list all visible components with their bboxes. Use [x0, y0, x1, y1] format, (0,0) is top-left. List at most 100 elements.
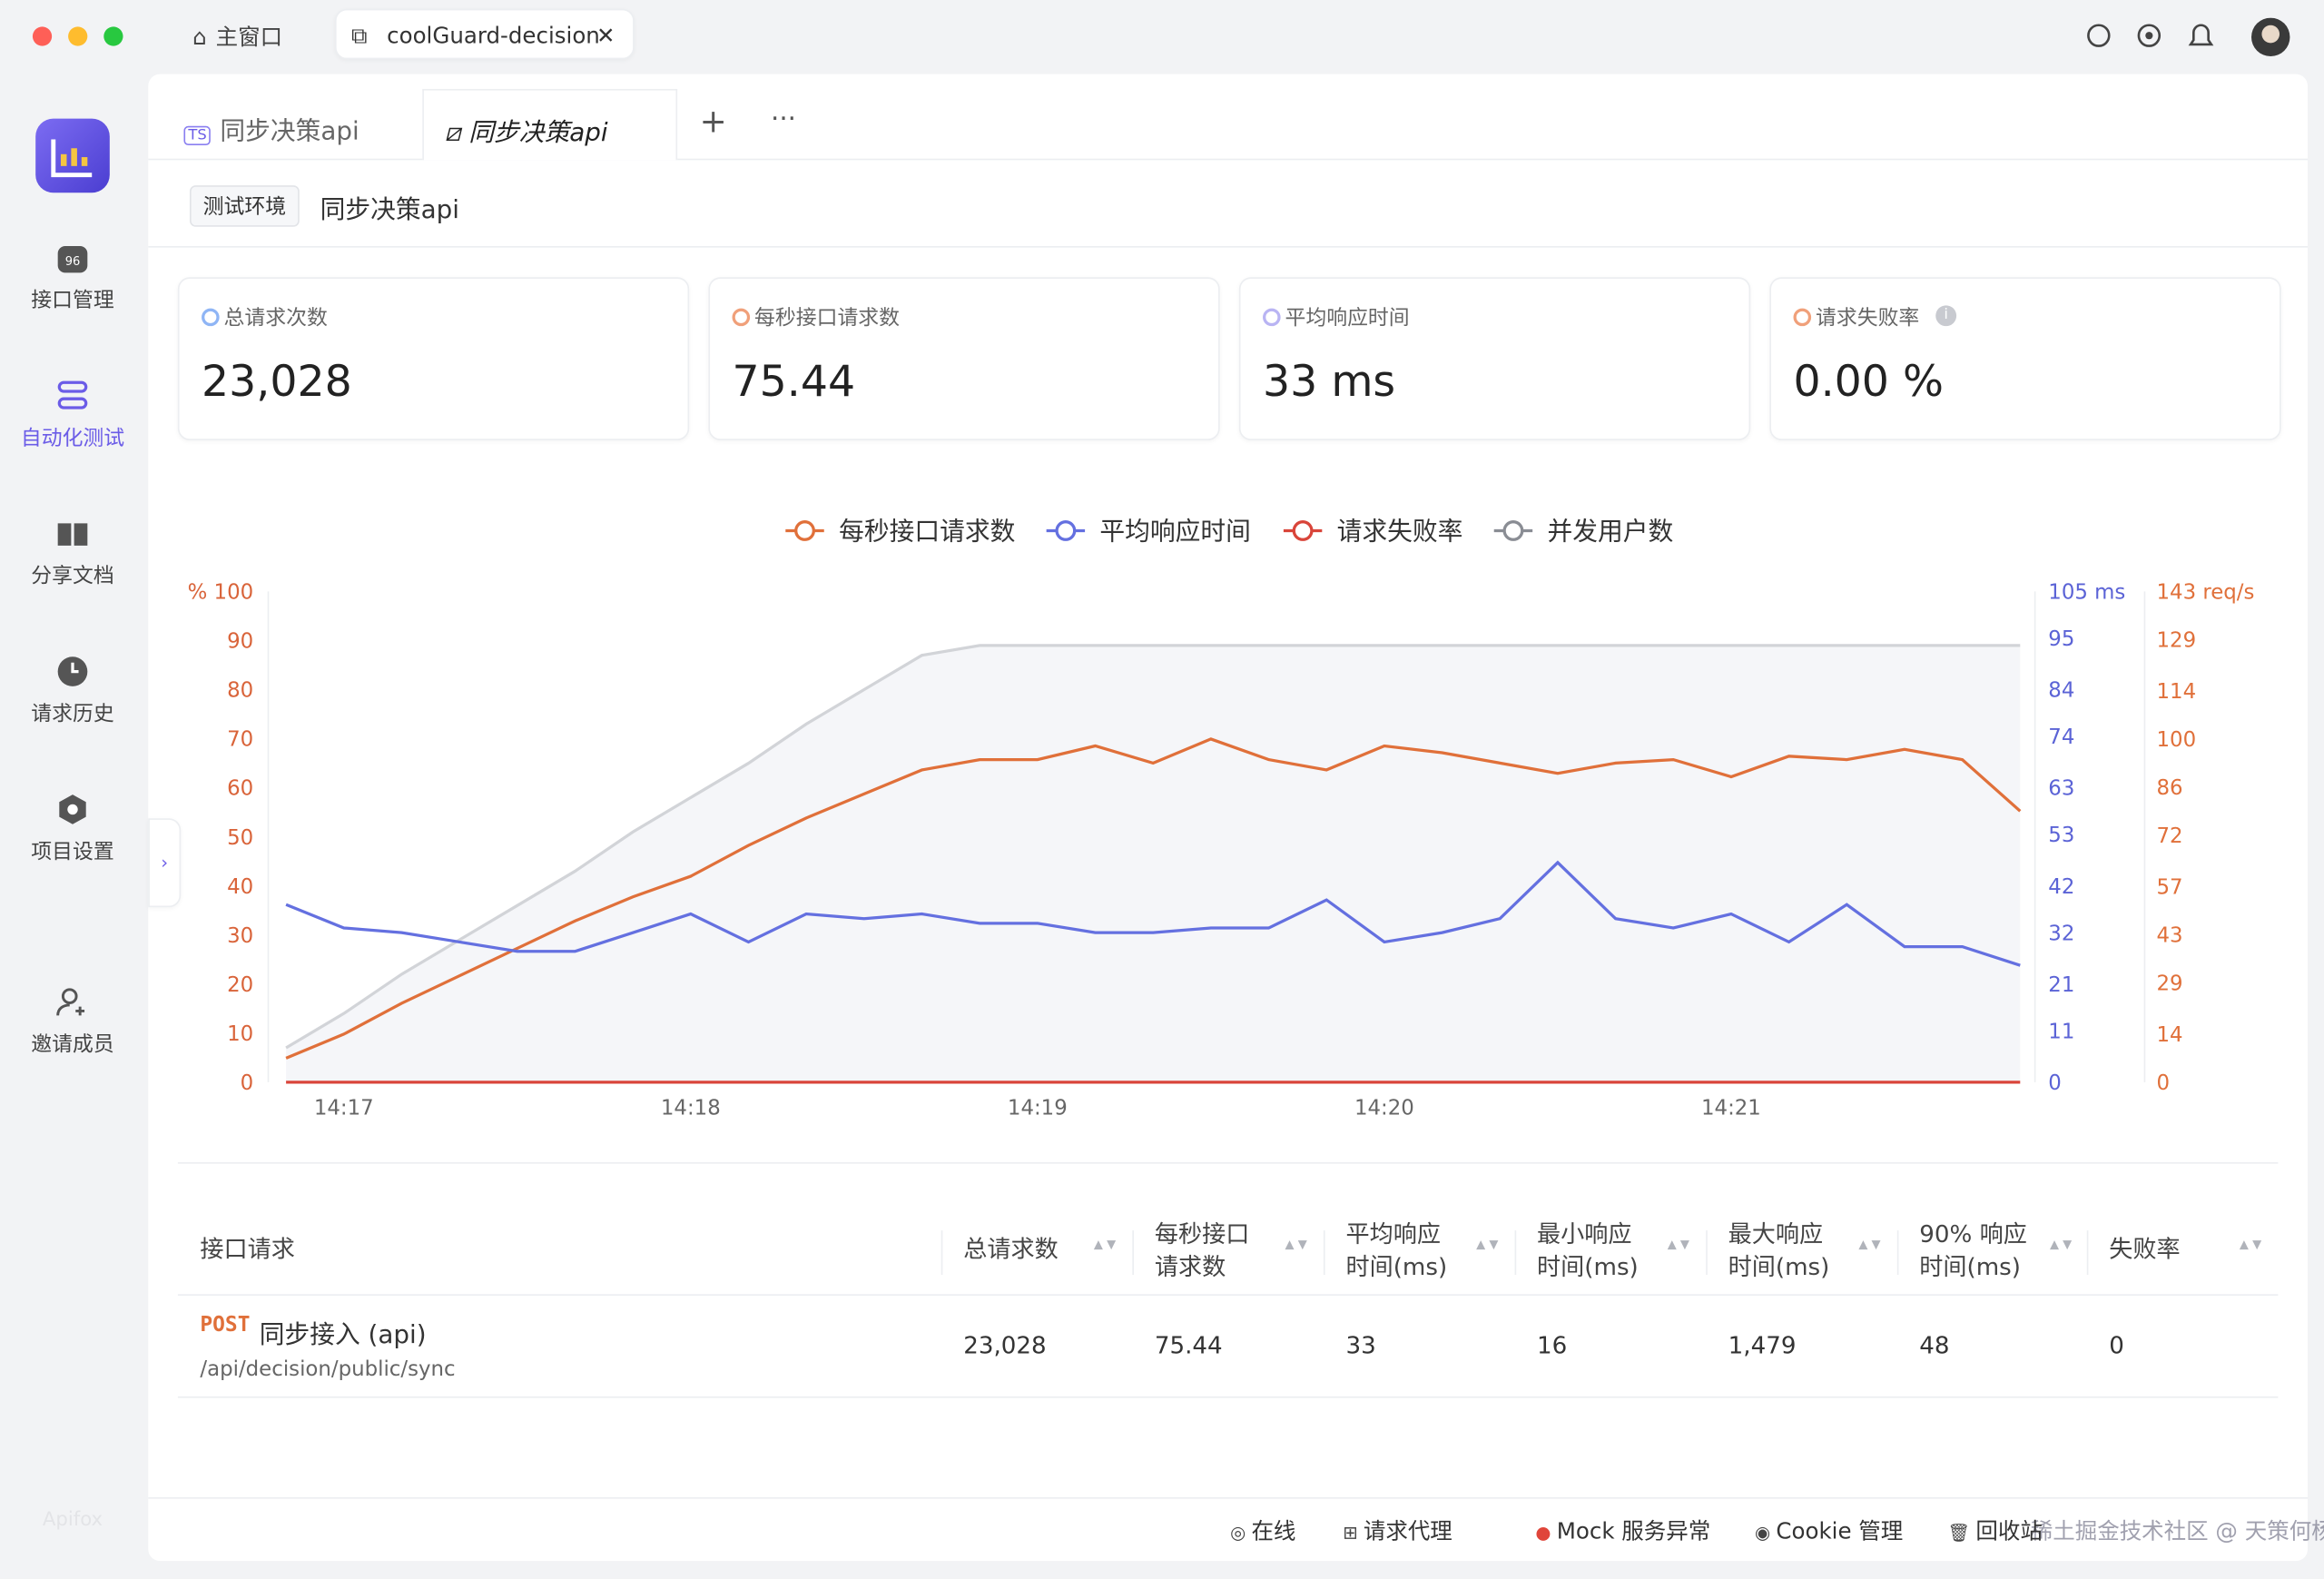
tick-label: 105 ms	[2048, 581, 2125, 605]
footer-label: Mock 服务异常	[1556, 1517, 1711, 1545]
tick-label: 29	[2157, 972, 2183, 995]
window-tab-active[interactable]: coolGuard-decision ✕ ⧉	[334, 8, 635, 60]
legend-label: 每秒接口请求数	[839, 516, 1015, 546]
tick-label: 30	[227, 924, 253, 948]
table-cell: 33	[1345, 1331, 1376, 1360]
tick-label: 0	[2048, 1071, 2062, 1095]
series-line	[285, 860, 2021, 967]
table-header: 最大响应 时间(ms)	[1728, 1219, 1830, 1281]
column-separator	[1323, 1230, 1325, 1276]
column-separator	[1706, 1230, 1708, 1276]
nav-item[interactable]: 项目设置	[0, 792, 145, 866]
toolbar-icons[interactable]	[2081, 17, 2303, 63]
column-separator	[940, 1230, 943, 1276]
doc-tab-active[interactable]: ⧄ 同步决策api	[422, 88, 678, 161]
nav-item[interactable]: 请求历史	[0, 654, 145, 728]
tick-label: 14	[2157, 1023, 2183, 1047]
stat-card	[708, 277, 1220, 440]
tick-label: 72	[2157, 824, 2183, 848]
footer-item[interactable]: ◉ Cookie 管理	[1755, 1515, 1903, 1546]
table-header: 每秒接口 请求数	[1154, 1219, 1250, 1281]
doc-tab[interactable]: TS 同步决策api	[183, 110, 359, 147]
x-tick-label: 14:19	[1008, 1097, 1068, 1120]
tick-label: 84	[2048, 679, 2074, 703]
column-separator	[1132, 1230, 1134, 1276]
divider	[148, 1496, 2309, 1499]
series-line	[285, 644, 2021, 1050]
tick-label: 100	[2157, 728, 2197, 752]
tick-label: 10	[227, 1022, 253, 1046]
x-tick-label: 14:21	[1701, 1097, 1761, 1120]
sort-icon: ▲ ▼	[1285, 1238, 1307, 1251]
tick-label: 63	[2048, 777, 2074, 801]
nav-label: 自动化测试	[20, 427, 125, 451]
tick-label: 114	[2157, 680, 2197, 704]
zoom-button[interactable]	[103, 26, 123, 46]
nav-item-active[interactable]: 自动化测试	[0, 378, 145, 452]
footer-item[interactable]: ⊞ 请求代理	[1343, 1515, 1452, 1546]
divider	[148, 246, 2309, 248]
stat-dot	[1263, 308, 1281, 327]
legend-label: 并发用户数	[1547, 516, 1673, 546]
stat-card	[1769, 277, 2281, 440]
footer-label: 回收站	[1975, 1517, 2043, 1545]
expand-handle[interactable]: ›	[148, 818, 182, 908]
add-tab[interactable]: +	[699, 104, 727, 142]
table-header: 90% 响应 时间(ms)	[1919, 1219, 2027, 1281]
table-cell: 0	[2109, 1331, 2124, 1360]
sort-icon: ▲ ▼	[2049, 1238, 2073, 1251]
tick-label: 90	[227, 630, 253, 654]
tick-label: % 100	[188, 581, 254, 605]
tab-label: 主窗口	[215, 24, 283, 51]
tick-label: 0	[2157, 1071, 2171, 1095]
stat-value: 75.44	[732, 355, 856, 407]
nav-item[interactable]: 邀请成员	[0, 984, 145, 1059]
window-tab[interactable]: ⌂ 主窗口	[192, 24, 283, 51]
tick-label: 21	[2048, 973, 2074, 997]
x-tick-label: 14:18	[661, 1097, 721, 1120]
tick-label: 70	[227, 728, 253, 752]
breadcrumb-title: 同步决策api	[320, 195, 460, 226]
nav-label: 项目设置	[31, 840, 114, 864]
divider	[177, 1161, 2279, 1164]
footer-icon: 🗑	[1947, 1522, 1976, 1544]
column-separator	[2086, 1230, 2089, 1276]
footer-item[interactable]: ● Mock 服务异常	[1535, 1515, 1710, 1546]
watermark: 稀土掘金技术社区 @ 天策何杨	[2030, 1517, 2324, 1545]
tick-label: 57	[2157, 876, 2183, 900]
area	[286, 645, 2021, 1082]
stat-label: 每秒接口请求数	[754, 306, 901, 331]
legend-label: 平均响应时间	[1099, 516, 1251, 546]
footer-label: 在线	[1251, 1517, 1296, 1545]
tick-label: 20	[227, 973, 253, 997]
app-logo[interactable]	[35, 118, 110, 193]
nav-item[interactable]: 96 接口管理	[0, 240, 145, 314]
info-icon: i	[1935, 305, 1957, 327]
x-tick-label: 14:17	[314, 1097, 374, 1120]
table-cell: 16	[1537, 1331, 1568, 1360]
stat-card	[1238, 277, 1751, 440]
close-button[interactable]	[32, 26, 53, 46]
footer-item[interactable]: 🗑 回收站	[1947, 1515, 2043, 1546]
tick-label: 129	[2157, 628, 2197, 652]
method-badge: POST	[200, 1313, 251, 1337]
legend-marker	[1055, 520, 1077, 541]
footer-item[interactable]: ◎ 在线	[1230, 1515, 1295, 1546]
legend-marker	[1292, 520, 1314, 541]
nav-label: 接口管理	[31, 289, 114, 313]
svg-text:96: 96	[65, 255, 81, 269]
tab-label: 同步决策api	[220, 116, 359, 147]
minimize-button[interactable]	[68, 26, 88, 46]
legend-label: 请求失败率	[1337, 516, 1463, 546]
legend-marker	[1502, 520, 1524, 541]
tick-label: 43	[2157, 923, 2183, 947]
table-header: 失败率	[2109, 1234, 2181, 1264]
tick-label: 0	[241, 1071, 254, 1095]
stat-value: 23,028	[202, 355, 352, 407]
nav-item[interactable]: 分享文档	[0, 516, 145, 590]
stat-card	[177, 277, 690, 440]
more-tabs[interactable]: ···	[770, 104, 797, 135]
table-header: 接口请求	[200, 1234, 295, 1264]
table-cell: 75.44	[1154, 1331, 1223, 1360]
